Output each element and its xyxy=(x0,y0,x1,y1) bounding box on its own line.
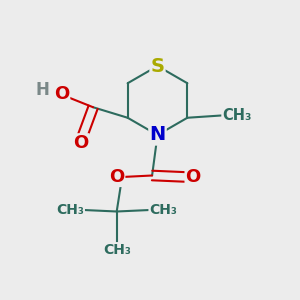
Text: O: O xyxy=(109,168,124,186)
Text: O: O xyxy=(74,134,89,152)
Text: CH₃: CH₃ xyxy=(222,108,252,123)
Text: H: H xyxy=(35,81,49,99)
Text: CH₃: CH₃ xyxy=(103,243,130,257)
Text: N: N xyxy=(149,125,166,145)
Text: CH₃: CH₃ xyxy=(149,203,177,217)
Text: CH₃: CH₃ xyxy=(56,203,84,217)
Text: S: S xyxy=(151,56,164,76)
Text: O: O xyxy=(54,85,69,103)
Text: O: O xyxy=(186,168,201,186)
